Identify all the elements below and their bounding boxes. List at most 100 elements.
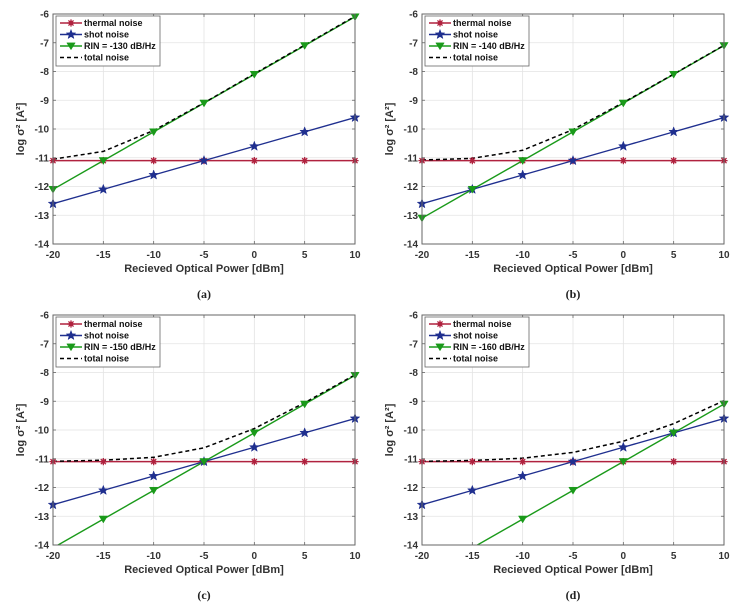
- data-point: [299, 427, 311, 438]
- y-tick-label: -13: [404, 512, 419, 523]
- markers-group: [416, 42, 730, 223]
- y-tick-label: -8: [40, 368, 49, 379]
- data-point: [300, 42, 310, 50]
- data-point: [468, 157, 476, 165]
- chart-svg: -20 -15 -10 -5 0 5 10 -6 -7 -8 -9 -10 -11 -12 -13 -14 Re…: [15, 10, 361, 302]
- data-point: [567, 455, 579, 467]
- x-axis-label: Recieved Optical Power [dBm]: [493, 263, 653, 275]
- chart-panel-a: -20 -15 -10 -5 0 5 10 -6 -7 -8 -9 -10 -11 -12 -13 -14 Re…: [0, 0, 370, 307]
- chart-svg: -20 -15 -10 -5 0 5 10 -6 -7 -8 -9 -10 -11 -12 -13 -14 Re…: [384, 10, 730, 302]
- figure-caption: (d): [566, 588, 581, 602]
- legend-label: RIN = -140 dB/Hz: [453, 41, 525, 51]
- y-axis-label: log σ² [A²]: [15, 102, 27, 155]
- legend-label: thermal noise: [84, 18, 143, 28]
- data-point: [466, 484, 478, 495]
- y-tick-label: -10: [404, 426, 419, 437]
- legend-item: thermal noise: [429, 319, 512, 329]
- y-tick-label: -13: [404, 211, 419, 222]
- y-tick-label: -11: [404, 454, 418, 465]
- legend-item: shot noise: [429, 28, 498, 40]
- x-tick-label: -15: [465, 551, 480, 562]
- y-tick-label: -10: [35, 125, 50, 136]
- y-tick-label: -6: [409, 311, 418, 322]
- legend-item: shot noise: [60, 329, 129, 341]
- chart-svg: -20 -15 -10 -5 0 5 10 -6 -7 -8 -9 -10 -11 -12 -13 -14 Re…: [384, 311, 730, 603]
- data-point: [617, 140, 629, 151]
- y-tick-label: -6: [40, 10, 49, 21]
- data-point: [619, 157, 627, 165]
- data-point: [98, 515, 108, 524]
- data-point: [248, 140, 260, 151]
- x-tick-label: 5: [671, 250, 677, 261]
- data-point: [517, 470, 529, 481]
- data-point: [299, 126, 311, 137]
- legend-item: shot noise: [429, 329, 498, 341]
- legend-marker-icon: [67, 320, 75, 328]
- x-tick-label: 10: [349, 250, 361, 261]
- y-tick-label: -8: [409, 368, 418, 379]
- data-point: [668, 126, 680, 137]
- y-tick-label: -12: [35, 182, 50, 193]
- figure-caption: (b): [566, 287, 581, 301]
- legend-label: RIN = -130 dB/Hz: [84, 41, 156, 51]
- x-tick-label: 10: [718, 250, 730, 261]
- legend-item: RIN = -150 dB/Hz: [60, 342, 156, 352]
- legend-item: total noise: [60, 354, 129, 364]
- legend-marker-icon: [434, 329, 446, 341]
- y-axis-label: log σ² [A²]: [384, 102, 396, 155]
- y-tick-label: -12: [404, 182, 419, 193]
- x-tick-label: -20: [415, 551, 430, 562]
- data-point: [250, 458, 258, 466]
- figure-caption: (c): [197, 588, 210, 602]
- x-tick-label: 5: [302, 250, 308, 261]
- x-tick-label: -15: [465, 250, 480, 261]
- data-point: [97, 484, 109, 495]
- y-tick-label: -10: [404, 125, 419, 136]
- legend-item: thermal noise: [429, 18, 512, 28]
- x-tick-label: -15: [96, 250, 111, 261]
- x-tick-label: 0: [621, 250, 627, 261]
- data-point: [618, 99, 628, 108]
- data-point: [199, 458, 209, 466]
- data-point: [148, 470, 160, 481]
- y-tick-label: -8: [409, 67, 418, 78]
- x-axis-label: Recieved Optical Power [dBm]: [493, 564, 653, 576]
- legend-box: [424, 316, 530, 368]
- x-tick-label: -10: [146, 551, 161, 562]
- legend-label: shot noise: [84, 30, 129, 40]
- data-point: [300, 400, 310, 409]
- y-tick-label: -12: [404, 483, 419, 494]
- data-point: [249, 70, 259, 79]
- data-point: [149, 128, 159, 137]
- y-tick-label: -14: [404, 240, 419, 251]
- x-tick-label: -10: [515, 551, 530, 562]
- data-point: [519, 458, 527, 466]
- data-point: [150, 458, 158, 466]
- legend-label: shot noise: [453, 331, 498, 341]
- y-tick-label: -8: [40, 67, 49, 78]
- data-point: [99, 458, 107, 466]
- chart-panel-c: -20 -15 -10 -5 0 5 10 -6 -7 -8 -9 -10 -11 -12 -13 -14 Re…: [0, 301, 370, 608]
- legend-label: RIN = -150 dB/Hz: [84, 342, 156, 352]
- legend-marker-icon: [435, 343, 445, 352]
- data-point: [198, 154, 210, 166]
- data-point: [518, 157, 528, 165]
- data-point: [568, 486, 578, 495]
- legend-label: thermal noise: [453, 18, 512, 28]
- data-point: [97, 183, 109, 194]
- data-point: [149, 486, 159, 495]
- legend-label: total noise: [453, 354, 498, 364]
- data-point: [467, 185, 477, 194]
- data-point: [250, 157, 258, 165]
- y-tick-label: -14: [35, 240, 50, 251]
- data-point: [518, 515, 528, 524]
- legend-label: RIN = -160 dB/Hz: [453, 342, 525, 352]
- data-point: [148, 169, 160, 180]
- y-tick-label: -13: [35, 512, 50, 523]
- y-tick-label: -9: [409, 96, 418, 107]
- x-tick-label: 0: [252, 551, 258, 562]
- y-tick-label: -7: [40, 339, 49, 350]
- x-tick-label: -10: [146, 250, 161, 261]
- data-point: [249, 429, 259, 438]
